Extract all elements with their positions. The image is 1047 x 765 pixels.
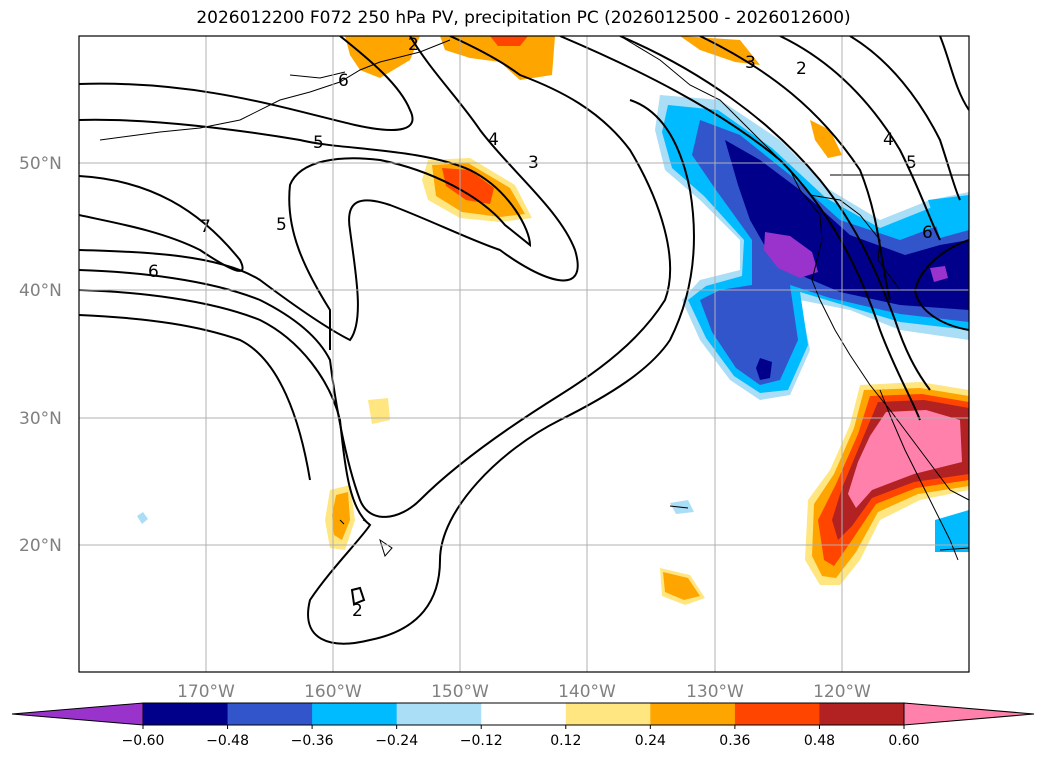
colorbar-extend-max (903, 702, 1035, 726)
colorbar-tick-label: −0.12 (460, 733, 503, 749)
precip-negative-area (725, 140, 969, 310)
map-plot-area: 6 5 4 3 2 5 7 6 2 3 4 5 6 2 (79, 35, 969, 672)
coastline (879, 389, 959, 561)
colorbar-segment (565, 703, 651, 725)
lat-tick-label: 30°N (19, 409, 62, 429)
lon-tick-label: 150°W (431, 682, 489, 702)
colorbar-tick-label: −0.24 (375, 733, 418, 749)
pv-contour-label: 5 (313, 133, 324, 153)
precip-positive-area (345, 36, 420, 78)
lat-tick-label: 50°N (19, 154, 62, 174)
colorbar-segment (734, 703, 820, 725)
pv-contour-label: 2 (408, 35, 419, 55)
lon-tick-labels: 170°W 160°W 150°W 140°W 130°W 120°W (177, 682, 871, 702)
colorbar-tick-label: −0.60 (122, 733, 165, 749)
coastline (809, 194, 901, 291)
pv-contour-label: 2 (796, 59, 807, 79)
colorbar-tick-label: 0.24 (635, 733, 666, 749)
precip-negative-area (756, 358, 772, 380)
colorbar-tick-label: 0.36 (719, 733, 750, 749)
map-frame (78, 35, 970, 673)
pv-contour-line (79, 175, 244, 272)
lon-tick-label: 170°W (177, 682, 235, 702)
precip-negative-area (137, 512, 148, 524)
lat-tick-label: 40°N (19, 281, 62, 301)
pv-contour-line (779, 36, 941, 241)
precip-positive-area (490, 36, 528, 46)
colorbar-segment (481, 703, 567, 725)
colorbar-frame (142, 702, 905, 726)
precip-positive-area (440, 36, 555, 80)
lon-tick-label: 130°W (686, 682, 744, 702)
precip-positive-area (368, 398, 390, 424)
lon-tick-label: 160°W (304, 682, 362, 702)
pv-contours (79, 36, 969, 645)
pv-contour-label: 6 (148, 262, 159, 282)
colorbar: −0.60 −0.48 −0.36 −0.24 −0.12 0.12 0.24 0.36 0.4… (11, 702, 1035, 749)
colorbar-tick-label: 0.48 (804, 733, 835, 749)
coastline (619, 36, 969, 501)
colorbar-segment (143, 703, 229, 725)
pv-contour-line (79, 118, 532, 350)
pv-contour-label: 4 (488, 130, 499, 150)
coastline (669, 505, 689, 509)
precip-positive-area (663, 572, 700, 600)
pv-contour-line (79, 36, 579, 342)
lat-tick-labels: 20°N 30°N 40°N 50°N (19, 154, 62, 556)
coastline (362, 519, 371, 525)
colorbar-tick-label: 0.12 (550, 733, 581, 749)
colorbar-segment (312, 703, 398, 725)
precip-negative-area (930, 266, 948, 282)
pv-contour-line (849, 36, 961, 201)
colorbar-segment (819, 703, 905, 725)
precip-positive-area (442, 168, 494, 204)
pv-contour-line (79, 314, 311, 481)
lat-tick-label: 20°N (19, 536, 62, 556)
coastline (379, 538, 393, 558)
coastline (339, 519, 345, 525)
precip-positive-area (332, 492, 350, 540)
colorbar-segment (227, 703, 313, 725)
coastline (289, 71, 346, 79)
precip-negative-area (928, 195, 969, 238)
pv-contour-line (79, 36, 672, 518)
coastlines (99, 36, 969, 561)
pv-contour-label: 6 (922, 223, 933, 243)
pv-contour-label: 5 (276, 215, 287, 235)
precip-negative-area (764, 232, 818, 278)
pv-contour-line (699, 36, 891, 301)
map-title: 2026012200 F072 250 hPa PV, precipitatio… (196, 8, 851, 28)
colorbar-tick-label: −0.36 (291, 733, 334, 749)
colorbar-segment (396, 703, 482, 725)
colorbar-extend-min (11, 702, 144, 726)
lon-tick-label: 120°W (813, 682, 871, 702)
colorbar-tick-label: −0.48 (206, 733, 249, 749)
pv-contour-line (619, 36, 931, 391)
colorbar-tick-label: 0.60 (888, 733, 919, 749)
lon-tick-label: 140°W (558, 682, 616, 702)
pv-contour-line (79, 36, 414, 131)
pv-contour-line (79, 99, 695, 645)
pv-contour-label: 7 (200, 217, 211, 237)
coastline (939, 547, 969, 551)
colorbar-segment (650, 703, 736, 725)
pv-contour-label: 4 (883, 130, 894, 150)
gridlines (79, 36, 969, 672)
precip-positive-area (848, 410, 962, 508)
precip-positive-area (810, 120, 842, 158)
pv-contour-label: 2 (352, 601, 363, 621)
precip-negative-area (935, 510, 969, 552)
pv-contour-line (350, 586, 366, 606)
pv-contour-label: 3 (745, 53, 756, 73)
precip-shading (137, 36, 969, 605)
pv-contour-label: 6 (338, 71, 349, 91)
pv-contour-line (559, 36, 921, 421)
pv-contour-line (939, 36, 969, 111)
coastline (99, 39, 451, 141)
